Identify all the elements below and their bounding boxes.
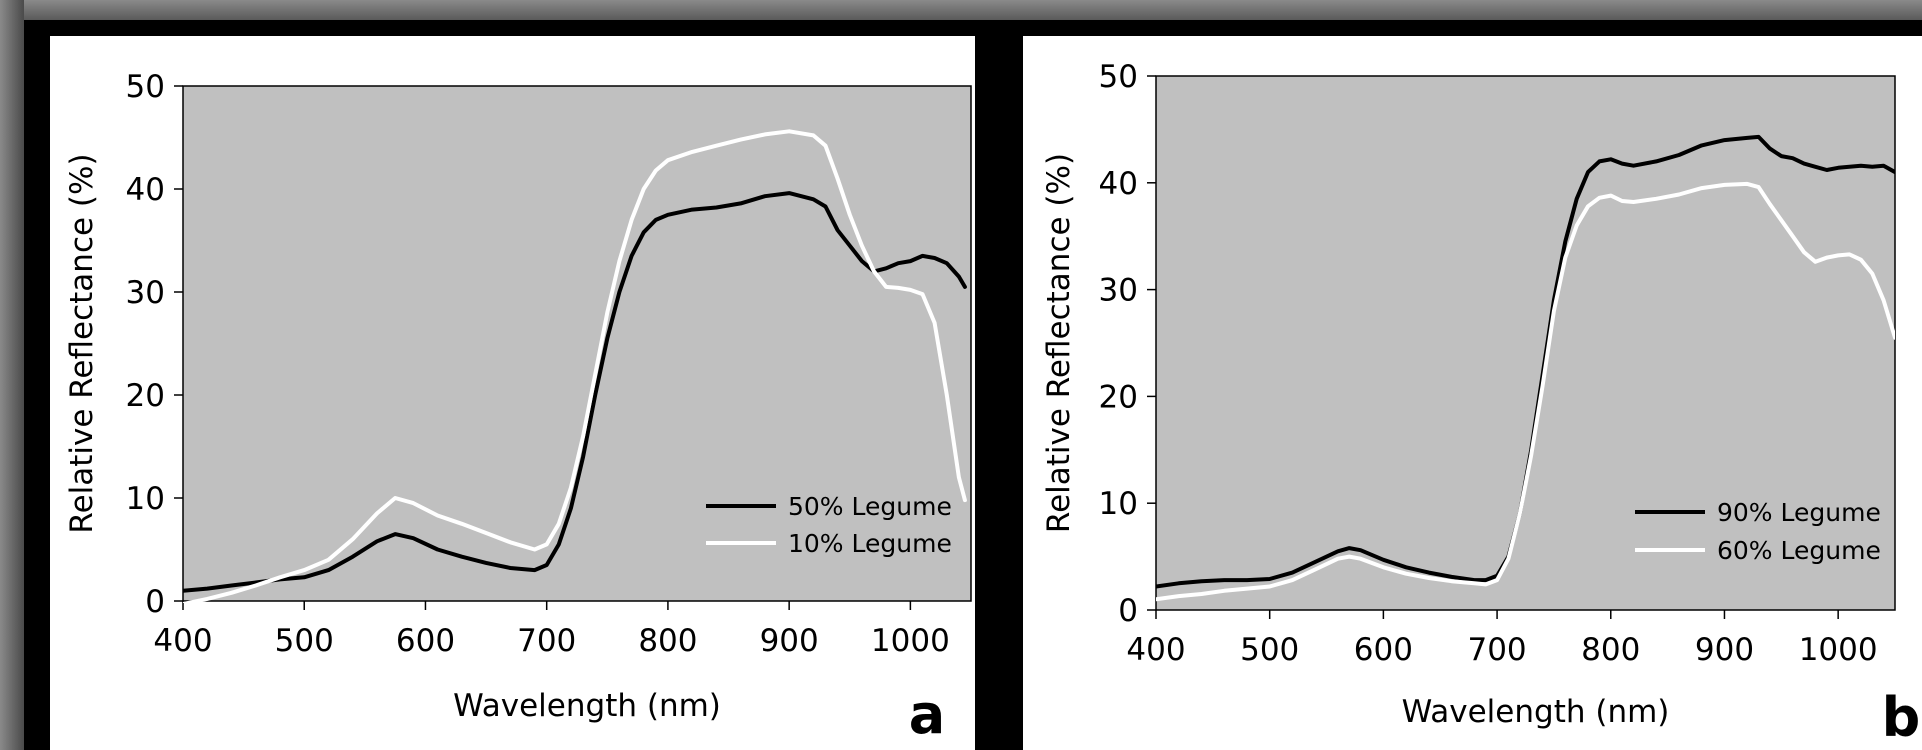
x-tick-label: 400 [1126, 632, 1185, 668]
panel-label: b [1882, 686, 1921, 749]
series-line-light [1156, 181, 1895, 602]
series-line-dark [183, 191, 967, 593]
x-axis-label: Wavelength (nm) [1402, 694, 1670, 730]
chart-b-svg: 0 10 20 30 40 50 400 500 600 700 800 900 1000 Wavelen… [1041, 59, 1921, 749]
x-tick-label: 800 [638, 623, 697, 659]
legend-label: 50% Legume [788, 492, 952, 521]
x-axis-label: Wavelength (nm) [453, 688, 721, 724]
y-tick-label: 0 [145, 584, 165, 620]
panel-label: a [909, 683, 945, 746]
x-tick-label: 400 [153, 623, 212, 659]
y-axis-label: Relative Reflectance (%) [1041, 153, 1077, 533]
x-tick-label: 900 [1695, 632, 1754, 668]
y-tick-label: 0 [1118, 593, 1138, 629]
x-tick-label: 1000 [871, 623, 950, 659]
x-tick-label: 500 [1240, 632, 1299, 668]
chart-panel-a: 0 10 20 30 40 50 400 500 600 700 800 900 1000 Wavelen… [50, 36, 975, 750]
x-tick-label: 700 [1467, 632, 1526, 668]
y-tick-label: 10 [126, 481, 165, 517]
y-axis-label: Relative Reflectance (%) [64, 153, 100, 533]
y-tick-label: 20 [1099, 379, 1138, 415]
series-line-dark [1156, 134, 1895, 589]
x-tick-label: 500 [275, 623, 334, 659]
frame-left [0, 0, 24, 750]
y-tick-label: 10 [1099, 486, 1138, 522]
y-tick-label: 20 [126, 378, 165, 414]
x-tick-label: 700 [517, 623, 576, 659]
x-tick-label: 900 [760, 623, 819, 659]
legend-label: 90% Legume [1717, 498, 1881, 527]
y-tick-label: 30 [126, 275, 165, 311]
chart-a-svg: 0 10 20 30 40 50 400 500 600 700 800 900 1000 Wavelen… [64, 69, 972, 746]
y-tick-label: 40 [1099, 166, 1138, 202]
y-tick-label: 40 [126, 172, 165, 208]
x-tick-label: 600 [1354, 632, 1413, 668]
plot-area [182, 85, 972, 602]
x-tick-label: 1000 [1799, 632, 1878, 668]
y-tick-label: 50 [1099, 59, 1138, 95]
y-tick-label: 50 [126, 69, 165, 105]
frame-top [0, 0, 1922, 20]
legend-label: 10% Legume [788, 529, 952, 558]
series-line-light [183, 129, 967, 603]
legend-label: 60% Legume [1717, 536, 1881, 565]
y-tick-label: 30 [1099, 273, 1138, 309]
x-tick-label: 800 [1581, 632, 1640, 668]
chart-panel-b: 0 10 20 30 40 50 400 500 600 700 800 900 1000 Wavelen… [1023, 36, 1922, 750]
x-tick-label: 600 [396, 623, 455, 659]
plot-area [1155, 75, 1896, 611]
